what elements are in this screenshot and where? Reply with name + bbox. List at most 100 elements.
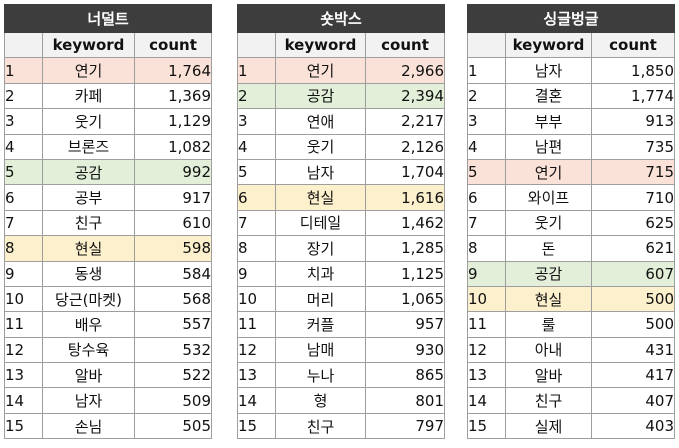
count-cell: 930 (364, 336, 446, 364)
rank-cell: 14 (4, 387, 43, 414)
rank-cell: 9 (237, 260, 276, 287)
count-cell: 715 (591, 158, 675, 186)
table-row: 4 브론즈 1,082 (4, 133, 213, 160)
rank-cell: 8 (237, 235, 276, 262)
count-cell: 505 (133, 412, 213, 440)
rank-cell: 9 (4, 260, 43, 287)
count-cell: 568 (133, 285, 213, 313)
count-cell: 1,462 (364, 209, 446, 237)
rank-cell: 7 (467, 209, 506, 237)
rank-cell: 14 (237, 387, 276, 414)
table-row: 8 돈 621 (467, 235, 675, 262)
rank-cell: 7 (237, 209, 276, 237)
keyword-cell: 웃기 (505, 209, 592, 237)
keyword-table-shortbox: 숏박스 keyword count 1 연기 2,966 2 공감 2,394 3 연애 2,2… (236, 4, 446, 440)
table-row: 5 공감 992 (4, 158, 213, 186)
keyword-cell: 카페 (42, 82, 135, 110)
rank-cell: 15 (4, 412, 43, 440)
count-cell: 500 (591, 285, 675, 313)
count-cell: 1,764 (133, 57, 213, 84)
rank-cell: 8 (4, 235, 43, 262)
table-row: 9 공감 607 (467, 260, 675, 287)
count-cell: 407 (591, 387, 675, 414)
table-row: 6 현실 1,616 (237, 184, 446, 211)
table-row: 12 남매 930 (237, 336, 446, 364)
keyword-table-singlebunggle: 싱글벙글 keyword count 1 남자 1,850 2 결혼 1,774 3 부부 91… (467, 4, 675, 440)
count-cell: 625 (591, 209, 675, 237)
table-row: 2 카페 1,369 (4, 82, 213, 110)
rank-column-header (237, 31, 276, 59)
keyword-cell: 부부 (505, 108, 592, 135)
keyword-cell: 연기 (42, 57, 135, 84)
table-row: 15 실제 403 (467, 412, 675, 440)
table-row: 14 형 801 (237, 387, 446, 414)
keyword-cell: 공부 (42, 184, 135, 211)
keyword-cell: 형 (275, 387, 366, 414)
table-row: 7 친구 610 (4, 209, 213, 237)
table-row: 14 남자 509 (4, 387, 213, 414)
keyword-column-header: keyword (275, 31, 366, 59)
keyword-cell: 장기 (275, 235, 366, 262)
table-row: 15 친구 797 (237, 412, 446, 440)
count-cell: 584 (133, 260, 213, 287)
count-cell: 500 (591, 311, 675, 338)
keyword-cell: 남자 (42, 387, 135, 414)
count-cell: 710 (591, 184, 675, 211)
count-cell: 1,129 (133, 108, 213, 135)
rank-cell: 12 (4, 336, 43, 364)
keyword-cell: 연기 (275, 57, 366, 84)
keyword-cell: 알바 (42, 362, 135, 389)
keyword-cell: 웃기 (42, 108, 135, 135)
keyword-cell: 웃기 (275, 133, 366, 160)
table-row: 11 커플 957 (237, 311, 446, 338)
keyword-cell: 실제 (505, 412, 592, 440)
count-cell: 431 (591, 336, 675, 364)
keyword-cell: 친구 (275, 412, 366, 440)
count-cell: 2,217 (364, 108, 446, 135)
count-column-header: count (591, 31, 675, 59)
count-cell: 522 (133, 362, 213, 389)
count-column-header: count (364, 31, 446, 59)
keyword-cell: 와이프 (505, 184, 592, 211)
keyword-cell: 디테일 (275, 209, 366, 237)
rank-cell: 7 (4, 209, 43, 237)
count-cell: 1,616 (364, 184, 446, 211)
table-row: 10 현실 500 (467, 285, 675, 313)
rank-cell: 2 (467, 82, 506, 110)
count-cell: 1,082 (133, 133, 213, 160)
table-row: 4 남편 735 (467, 133, 675, 160)
rank-cell: 13 (4, 362, 43, 389)
count-cell: 610 (133, 209, 213, 237)
rank-cell: 12 (237, 336, 276, 364)
table-title: 싱글벙글 (467, 4, 675, 33)
rank-cell: 4 (4, 133, 43, 160)
keyword-cell: 현실 (275, 184, 366, 211)
count-cell: 865 (364, 362, 446, 389)
table-body: 1 연기 1,764 2 카페 1,369 3 웃기 1,129 4 브론즈 1,082 5 공감 992 6… (4, 57, 213, 440)
keyword-cell: 누나 (275, 362, 366, 389)
rank-cell: 14 (467, 387, 506, 414)
table-row: 1 남자 1,850 (467, 57, 675, 84)
count-cell: 801 (364, 387, 446, 414)
rank-cell: 10 (4, 285, 43, 313)
table-body: 1 남자 1,850 2 결혼 1,774 3 부부 913 4 남편 735 5 연기 715 6 와이프 71… (467, 57, 675, 440)
rank-cell: 10 (467, 285, 506, 313)
table-row: 1 연기 2,966 (237, 57, 446, 84)
table-row: 11 배우 557 (4, 311, 213, 338)
keyword-cell: 친구 (505, 387, 592, 414)
rank-cell: 9 (467, 260, 506, 287)
count-cell: 2,966 (364, 57, 446, 84)
keyword-cell: 남자 (275, 158, 366, 186)
rank-column-header (4, 31, 43, 59)
keyword-cell: 결혼 (505, 82, 592, 110)
rank-cell: 8 (467, 235, 506, 262)
table-row: 4 웃기 2,126 (237, 133, 446, 160)
table-row: 2 결혼 1,774 (467, 82, 675, 110)
count-cell: 917 (133, 184, 213, 211)
count-cell: 957 (364, 311, 446, 338)
table-row: 3 웃기 1,129 (4, 108, 213, 135)
table-row: 3 연애 2,217 (237, 108, 446, 135)
count-cell: 1,850 (591, 57, 675, 84)
count-cell: 797 (364, 412, 446, 440)
keyword-cell: 당근(마켓) (42, 285, 135, 313)
